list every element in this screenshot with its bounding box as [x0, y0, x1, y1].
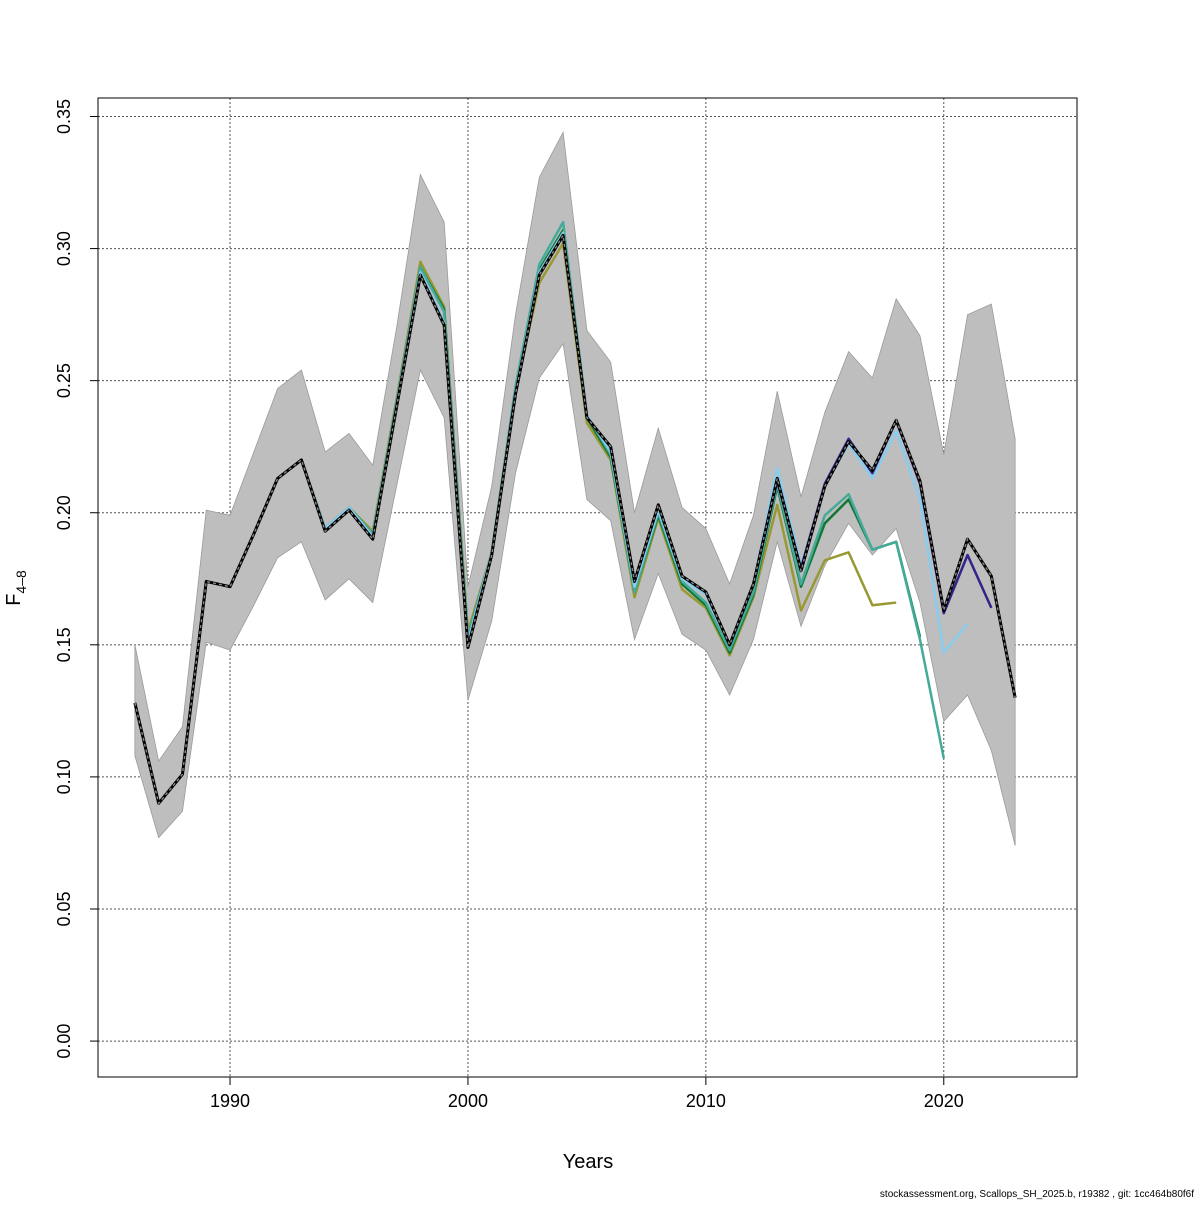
- plot-frame: [97, 97, 1078, 1078]
- y-tick-label: 0.35: [54, 99, 74, 134]
- y-axis-label-sub: 4–8: [13, 570, 29, 594]
- y-tick-label: 0.00: [54, 1024, 74, 1059]
- confidence-band: [134, 131, 1016, 846]
- y-tick-label: 0.10: [54, 759, 74, 794]
- y-tick-label: 0.05: [54, 891, 74, 926]
- x-tick-label: 2000: [448, 1091, 488, 1111]
- y-axis-label-main: F: [3, 594, 25, 606]
- y-axis-label: F4–8: [3, 570, 29, 606]
- x-axis: 1990 2000 2010 2020: [210, 1077, 964, 1111]
- confidence-band-area: [134, 131, 1016, 846]
- series-lines: [133, 220, 1017, 805]
- x-tick-label: 2010: [686, 1091, 726, 1111]
- svg-text:F4–8: F4–8: [3, 570, 29, 606]
- y-tick-label: 0.15: [54, 627, 74, 662]
- y-tick-label: 0.20: [54, 495, 74, 530]
- x-tick-label: 2020: [924, 1091, 964, 1111]
- footer-text: stockassessment.org, Scallops_SH_2025.b,…: [880, 1189, 1194, 1200]
- y-tick-label: 0.30: [54, 231, 74, 266]
- y-tick-label: 0.25: [54, 363, 74, 398]
- y-axis: 0.00 0.05 0.10 0.15 0.20 0.25 0.30 0.35: [54, 99, 98, 1059]
- x-axis-label: Years: [563, 1151, 613, 1173]
- series-line-5-dash: [134, 233, 1016, 805]
- x-tick-label: 1990: [210, 1091, 250, 1111]
